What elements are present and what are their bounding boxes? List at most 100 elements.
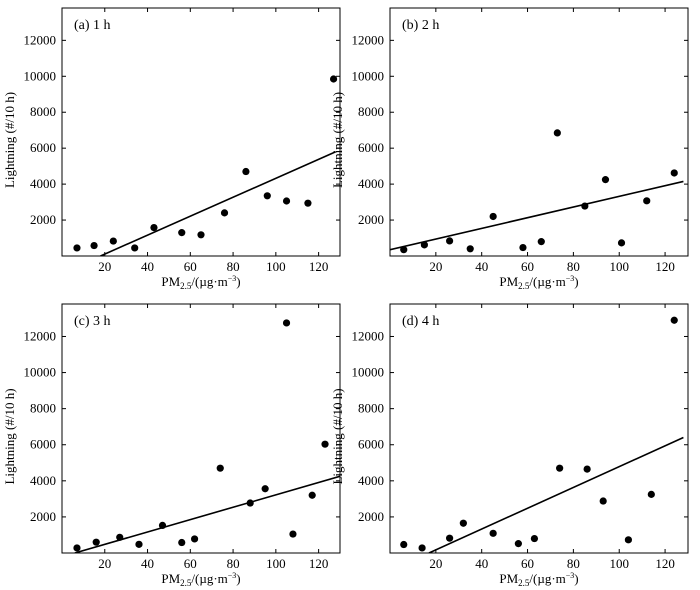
data-point xyxy=(599,497,607,505)
x-axis-label: PM2.5/(µg·m−3) xyxy=(499,274,578,291)
data-point xyxy=(178,538,186,547)
x-tick-label: 20 xyxy=(98,556,111,571)
data-point xyxy=(514,540,522,548)
data-point xyxy=(304,199,312,207)
data-point xyxy=(420,241,428,249)
data-point xyxy=(216,464,224,472)
panel-label: (c) 3 h xyxy=(74,314,111,329)
data-point xyxy=(150,224,158,232)
data-point xyxy=(519,243,527,252)
data-point xyxy=(581,202,589,210)
data-point xyxy=(418,544,426,552)
data-point xyxy=(643,197,651,205)
x-tick-label: 80 xyxy=(567,556,580,571)
x-tick-label: 60 xyxy=(521,259,534,274)
x-axis-label: PM2.5/(µg·m−3) xyxy=(161,274,240,291)
panel-a: 20 40 60 80 100 120 2000 4000 6000 8000 10000 12000… xyxy=(2,7,341,291)
y-axis-label: Lightning (#/10 h) xyxy=(330,92,345,188)
y-tick-label: 2000 xyxy=(358,509,384,524)
x-tick-label: 20 xyxy=(98,259,111,274)
x-tick-label: 100 xyxy=(266,556,286,571)
data-point xyxy=(308,491,316,499)
data-point xyxy=(135,540,143,548)
y-tick-label: 4000 xyxy=(30,473,56,488)
data-point xyxy=(197,231,205,239)
x-axis-label: PM2.5/(µg·m−3) xyxy=(161,571,240,588)
data-point xyxy=(220,209,229,217)
data-point xyxy=(400,540,408,549)
x-tick-label: 60 xyxy=(184,556,197,571)
plot-frame xyxy=(389,303,689,554)
data-point xyxy=(178,229,186,237)
fit-line xyxy=(428,436,684,553)
y-tick-label: 10000 xyxy=(24,365,57,380)
x-tick-label: 80 xyxy=(227,556,240,571)
x-tick-label: 120 xyxy=(655,556,675,571)
data-point xyxy=(246,499,254,507)
data-point xyxy=(329,75,338,83)
x-tick-label: 20 xyxy=(429,556,442,571)
data-point xyxy=(446,237,454,245)
data-point xyxy=(553,129,561,137)
x-tick-label: 120 xyxy=(309,259,329,274)
x-tick-label: 40 xyxy=(475,259,488,274)
data-point xyxy=(282,197,291,205)
y-tick-label: 8000 xyxy=(358,401,384,416)
data-point xyxy=(261,485,269,493)
plot-frame xyxy=(61,303,341,554)
y-axis-label: Lightning (#/10 h) xyxy=(2,92,17,188)
data-point xyxy=(116,533,124,541)
data-point xyxy=(466,245,474,253)
data-point xyxy=(670,169,678,177)
y-axis-label: Lightning (#/10 h) xyxy=(330,388,345,484)
data-point xyxy=(190,535,199,543)
y-tick-label: 10000 xyxy=(24,68,57,83)
data-point xyxy=(282,319,291,327)
data-point xyxy=(131,244,139,252)
data-point xyxy=(489,212,497,221)
data-point xyxy=(670,316,678,324)
fit-line xyxy=(100,151,337,256)
x-tick-label: 60 xyxy=(521,556,534,571)
data-point xyxy=(263,192,271,200)
x-tick-label: 80 xyxy=(567,259,580,274)
y-tick-label: 12000 xyxy=(24,32,57,47)
panel-d: 20 40 60 80 100 120 2000 4000 6000 8000 10000 12000… xyxy=(330,303,689,588)
data-point xyxy=(400,246,408,254)
data-point xyxy=(489,529,497,537)
y-tick-label: 10000 xyxy=(352,68,385,83)
y-tick-label: 8000 xyxy=(30,104,56,119)
panel-label: (d) 4 h xyxy=(402,314,439,329)
data-point xyxy=(459,519,467,527)
data-point xyxy=(92,538,100,546)
y-tick-label: 8000 xyxy=(358,104,384,119)
data-point xyxy=(158,521,167,529)
y-tick-label: 6000 xyxy=(30,437,56,452)
data-point xyxy=(647,490,655,498)
x-tick-label: 120 xyxy=(655,259,675,274)
y-tick-label: 4000 xyxy=(358,176,384,191)
data-point xyxy=(321,440,329,448)
x-tick-label: 100 xyxy=(609,556,629,571)
x-tick-label: 40 xyxy=(141,259,154,274)
x-tick-label: 40 xyxy=(141,556,154,571)
x-axis-label: PM2.5/(µg·m−3) xyxy=(499,571,578,588)
panel-label: (a) 1 h xyxy=(74,18,111,33)
data-point xyxy=(73,544,81,552)
x-tick-label: 40 xyxy=(475,556,488,571)
data-point xyxy=(446,534,454,542)
fit-line xyxy=(390,180,684,251)
plot-frame xyxy=(389,7,689,257)
panel-b: 20 40 60 80 100 120 2000 4000 6000 8000 10000 12000… xyxy=(330,7,689,291)
x-tick-label: 60 xyxy=(184,259,197,274)
y-tick-label: 12000 xyxy=(24,328,57,343)
y-tick-label: 10000 xyxy=(352,365,385,380)
y-axis-label: Lightning (#/10 h) xyxy=(2,388,17,484)
data-point xyxy=(530,534,539,543)
data-point xyxy=(109,237,117,245)
x-tick-label: 100 xyxy=(266,259,286,274)
data-point xyxy=(537,238,545,246)
y-tick-label: 2000 xyxy=(358,212,384,227)
x-tick-label: 120 xyxy=(309,556,329,571)
